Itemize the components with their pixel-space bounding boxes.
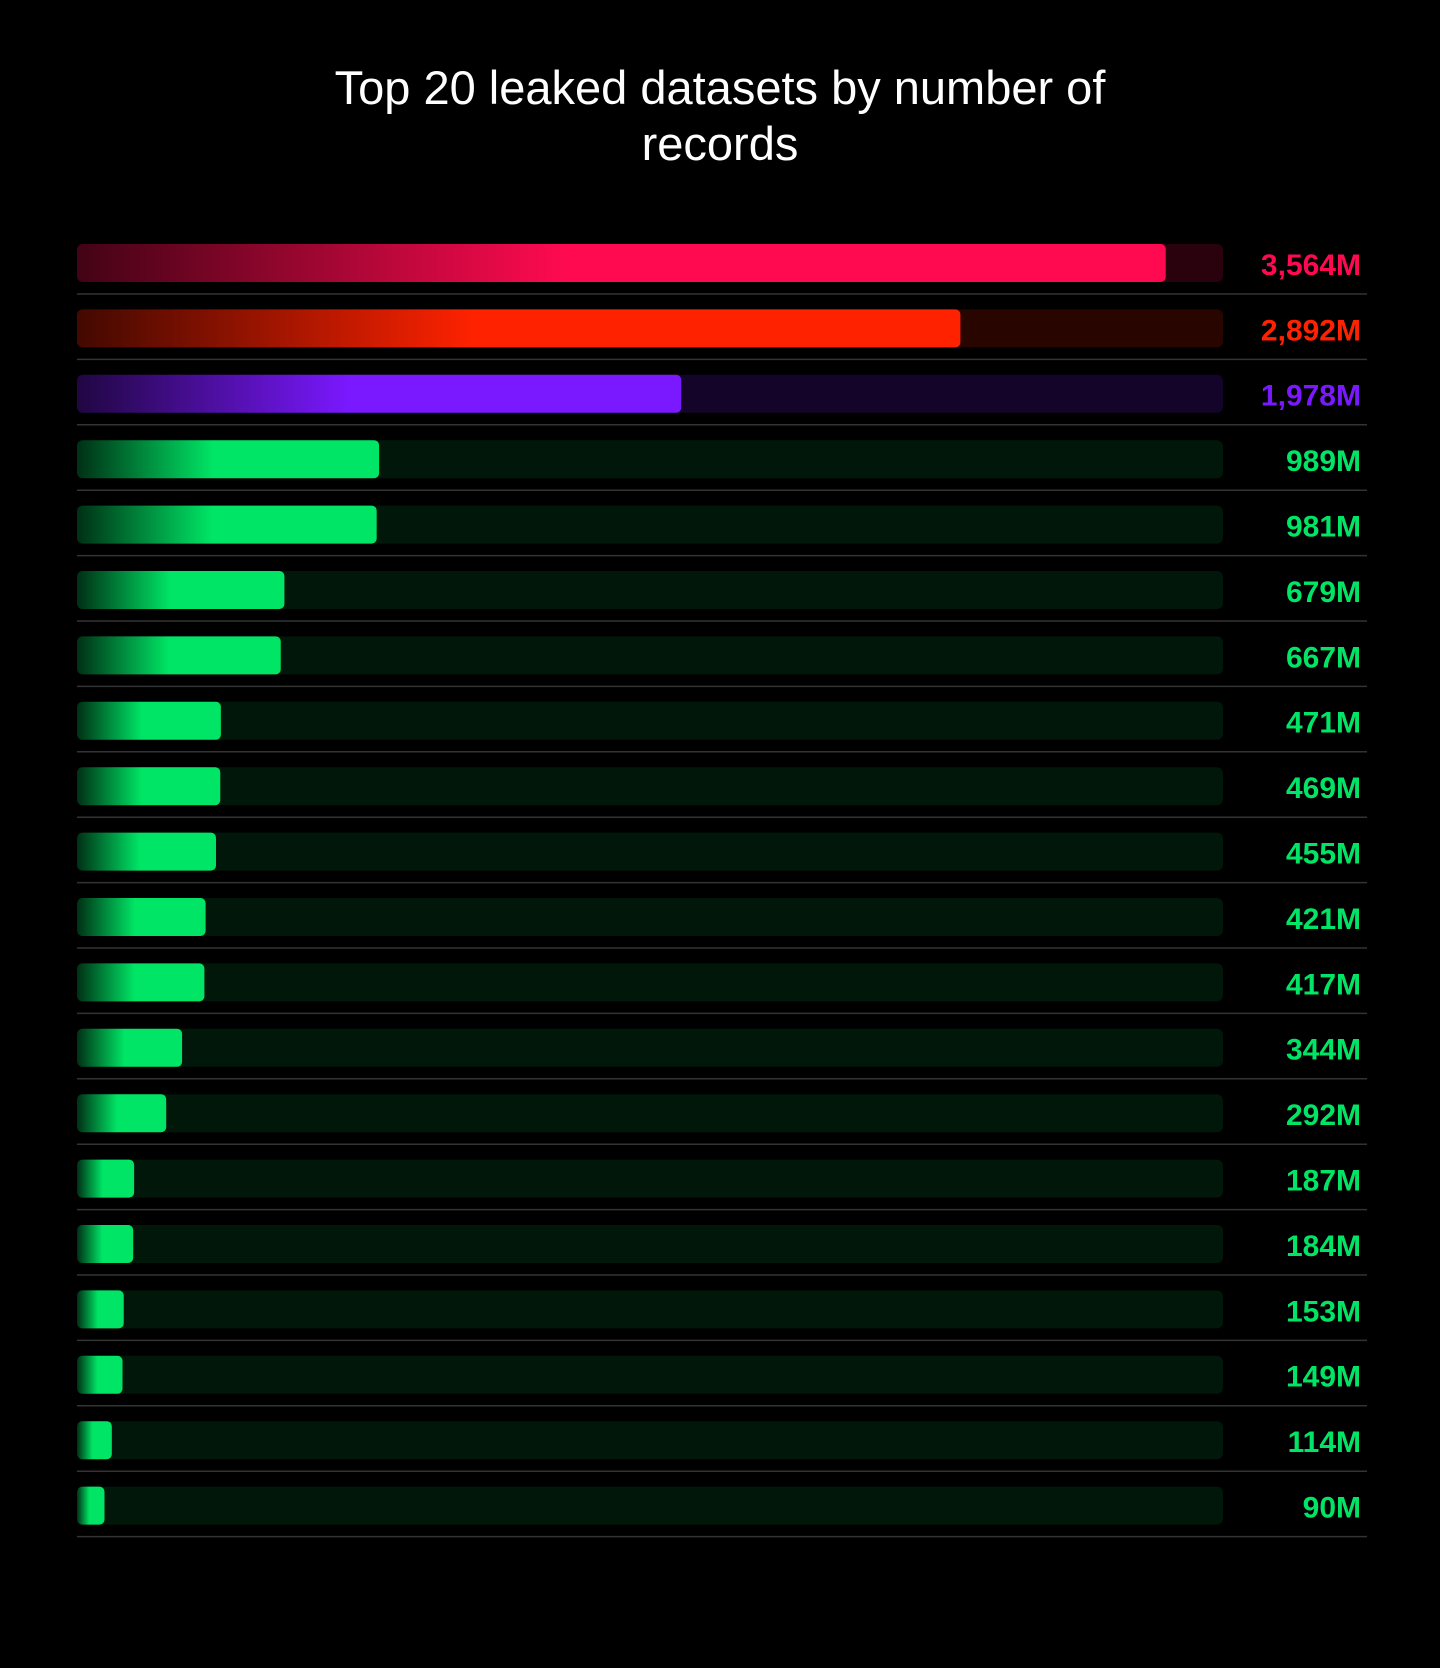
value-label: 471M <box>1286 707 1361 740</box>
bar <box>77 309 961 348</box>
value-label: 90M <box>1303 1492 1361 1525</box>
value-label: 469M <box>1286 772 1361 805</box>
value-label: 153M <box>1286 1295 1361 1328</box>
bar-track <box>77 1421 1223 1460</box>
bar <box>77 832 216 871</box>
bar-track <box>77 571 1223 609</box>
value-label: 981M <box>1286 511 1361 544</box>
bar <box>77 701 221 740</box>
bar <box>77 1225 134 1263</box>
bar-track <box>77 1355 1223 1394</box>
value-label: 2,892M <box>1261 314 1361 347</box>
bar <box>77 440 380 479</box>
bar-track <box>77 1225 1223 1263</box>
bar-track <box>77 1290 1223 1329</box>
chart-title: Top 20 leaked datasets by number of reco… <box>334 61 1106 170</box>
bar <box>77 963 205 1002</box>
value-label: 417M <box>1286 968 1361 1001</box>
bar-track <box>77 898 1223 936</box>
bar <box>77 1421 112 1460</box>
value-label: 667M <box>1286 641 1361 674</box>
bar <box>77 1486 105 1525</box>
bar <box>77 1355 123 1394</box>
bar-track <box>77 1028 1223 1067</box>
bar <box>77 505 377 544</box>
bar-track <box>77 1094 1223 1133</box>
bar <box>77 1290 124 1329</box>
bar <box>77 1028 183 1067</box>
bar <box>77 767 221 806</box>
value-label: 344M <box>1286 1034 1361 1067</box>
bar <box>77 374 682 413</box>
bar-track <box>77 636 1223 675</box>
value-label: 1,978M <box>1261 380 1361 413</box>
bar <box>77 898 206 936</box>
bar-track <box>77 1486 1223 1525</box>
bar-track <box>77 701 1223 740</box>
value-label: 989M <box>1286 445 1361 478</box>
bar-track <box>77 963 1223 1002</box>
value-label: 679M <box>1286 576 1361 609</box>
value-label: 114M <box>1288 1426 1361 1459</box>
value-label: 292M <box>1286 1099 1361 1132</box>
bar-track <box>77 1159 1223 1198</box>
value-label: 3,564M <box>1261 249 1361 282</box>
bar <box>77 1159 135 1198</box>
value-label: 421M <box>1286 903 1361 936</box>
bar <box>77 1094 167 1133</box>
bar <box>77 571 285 609</box>
value-label: 455M <box>1286 838 1361 871</box>
value-label: 149M <box>1286 1361 1361 1394</box>
bar-track <box>77 832 1223 871</box>
bar <box>77 244 1166 282</box>
bar-track <box>77 767 1223 806</box>
value-label: 184M <box>1286 1230 1361 1263</box>
value-label: 187M <box>1286 1165 1361 1198</box>
bar <box>77 636 281 675</box>
